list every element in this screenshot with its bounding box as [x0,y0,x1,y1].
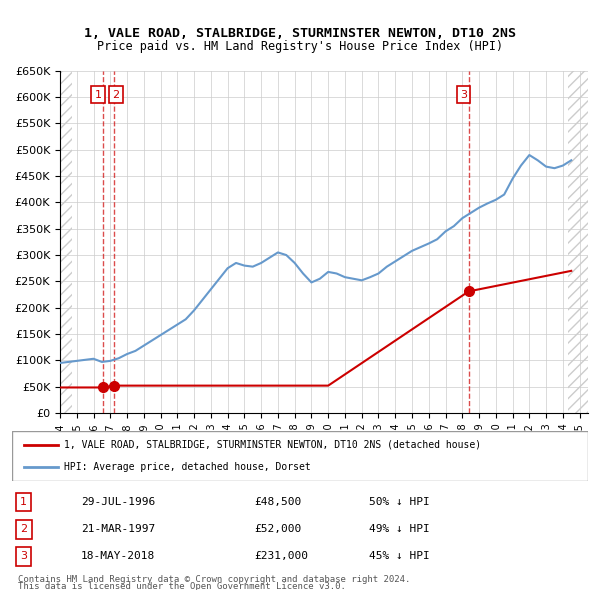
Text: £48,500: £48,500 [254,497,301,507]
Text: 50% ↓ HPI: 50% ↓ HPI [369,497,430,507]
Text: 18-MAY-2018: 18-MAY-2018 [81,552,155,562]
Text: 45% ↓ HPI: 45% ↓ HPI [369,552,430,562]
Bar [568,71,588,413]
Text: 29-JUL-1996: 29-JUL-1996 [81,497,155,507]
Text: £52,000: £52,000 [254,525,301,534]
Bar [568,71,588,413]
Text: 1: 1 [95,90,102,100]
Text: 21-MAR-1997: 21-MAR-1997 [81,525,155,534]
Text: £231,000: £231,000 [254,552,308,562]
Text: This data is licensed under the Open Government Licence v3.0.: This data is licensed under the Open Gov… [18,582,346,590]
FancyBboxPatch shape [12,431,588,481]
Text: 1: 1 [20,497,27,507]
Text: 3: 3 [460,90,467,100]
Bar [60,71,72,413]
Text: 3: 3 [20,552,27,562]
Text: 49% ↓ HPI: 49% ↓ HPI [369,525,430,534]
Text: Contains HM Land Registry data © Crown copyright and database right 2024.: Contains HM Land Registry data © Crown c… [18,575,410,584]
Bar [60,71,72,413]
Text: 1, VALE ROAD, STALBRIDGE, STURMINSTER NEWTON, DT10 2NS (detached house): 1, VALE ROAD, STALBRIDGE, STURMINSTER NE… [64,440,481,450]
Text: HPI: Average price, detached house, Dorset: HPI: Average price, detached house, Dors… [64,462,311,472]
Text: 2: 2 [20,525,27,534]
Text: 2: 2 [112,90,119,100]
Text: Price paid vs. HM Land Registry's House Price Index (HPI): Price paid vs. HM Land Registry's House … [97,40,503,53]
Text: 1, VALE ROAD, STALBRIDGE, STURMINSTER NEWTON, DT10 2NS: 1, VALE ROAD, STALBRIDGE, STURMINSTER NE… [84,27,516,40]
